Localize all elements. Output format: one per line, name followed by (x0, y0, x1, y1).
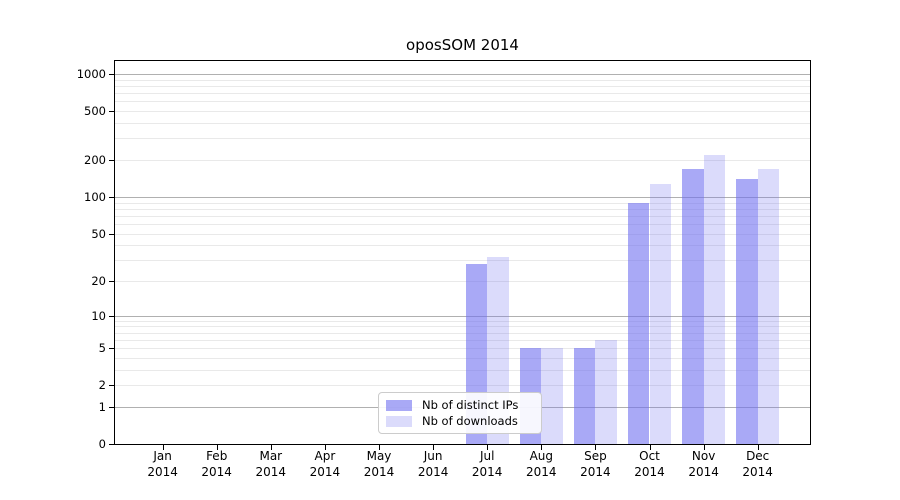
gridline-minor-4 (115, 357, 810, 359)
gridline-minor-70 (115, 215, 810, 217)
gridline-minor-200 (115, 160, 810, 161)
legend-label-downloads: Nb of downloads (422, 414, 518, 428)
bar-downloads-aug (541, 348, 563, 444)
x-tick-label-feb: Feb 2014 (201, 449, 232, 479)
x-tick-oct (649, 445, 651, 450)
x-tick-mar (270, 445, 272, 450)
x-tick-jan (162, 445, 164, 450)
gridline-minor-50 (115, 233, 810, 235)
gridline-minor-700 (115, 93, 810, 95)
chart-title: oposSOM 2014 (406, 36, 519, 54)
x-tick-feb (216, 445, 218, 450)
bar-distinct-ips-oct (627, 202, 650, 444)
y-tick-100 (109, 196, 114, 198)
y-tick-label-1: 1 (98, 399, 106, 414)
y-tick-1000 (109, 74, 114, 75)
plot-area (114, 60, 811, 445)
gridline-minor-5 (115, 348, 810, 350)
legend-swatch-distinct-ips (386, 400, 412, 411)
y-tick-label-5: 5 (98, 341, 106, 356)
gridline-minor-600 (115, 101, 810, 103)
y-tick-20 (109, 281, 114, 282)
x-tick-sep (595, 445, 597, 450)
x-tick-label-dec: Dec 2014 (742, 449, 773, 479)
x-tick-label-nov: Nov 2014 (688, 449, 719, 479)
legend-label-distinct-ips: Nb of distinct IPs (422, 398, 519, 412)
legend-swatch-downloads (386, 416, 412, 427)
x-tick-label-sep: Sep 2014 (580, 449, 611, 479)
gridline-minor-7 (115, 332, 810, 334)
y-tick-0 (109, 444, 114, 445)
gridline-minor-90 (115, 202, 810, 204)
gridline-minor-800 (115, 86, 810, 87)
bar-distinct-ips-dec (736, 179, 758, 444)
bar-downloads-oct (649, 183, 672, 444)
gridline-minor-6 (115, 339, 810, 341)
legend-item-distinct-ips: Nb of distinct IPs (386, 399, 534, 412)
gridline-minor-60 (115, 223, 810, 225)
x-tick-nov (703, 445, 705, 450)
y-tick-label-50: 50 (91, 226, 106, 241)
x-tick-aug (541, 445, 543, 450)
x-tick-label-may: May 2014 (363, 449, 395, 479)
x-tick-jul (487, 445, 489, 450)
bar-distinct-ips-sep (573, 348, 596, 444)
x-tick-label-jun: Jun 2014 (417, 449, 449, 479)
x-tick-dec (757, 445, 759, 450)
gridline-major-10 (115, 315, 810, 317)
y-tick-5 (109, 348, 114, 350)
y-tick-label-2: 2 (98, 378, 106, 393)
gridline-minor-3 (115, 369, 810, 371)
y-tick-2 (109, 385, 114, 387)
y-tick-label-100: 100 (84, 189, 106, 204)
gridline-major-100 (115, 196, 810, 198)
gridline-minor-500 (115, 111, 810, 113)
legend-item-downloads: Nb of downloads (386, 415, 534, 428)
x-tick-label-aug: Aug 2014 (526, 449, 557, 479)
x-tick-apr (324, 445, 326, 450)
y-tick-200 (109, 160, 114, 161)
gridline-minor-300 (115, 138, 810, 140)
x-tick-may (379, 445, 380, 450)
gridline-minor-2 (115, 385, 810, 387)
y-tick-10 (109, 315, 114, 317)
y-tick-500 (109, 111, 114, 113)
x-tick-label-oct: Oct 2014 (634, 449, 665, 479)
y-tick-50 (109, 233, 114, 235)
gridline-minor-8 (115, 326, 810, 328)
x-tick-label-mar: Mar 2014 (255, 449, 287, 479)
gridline-minor-80 (115, 208, 810, 210)
y-tick-label-1000: 1000 (76, 67, 106, 81)
y-tick-label-500: 500 (84, 104, 106, 119)
y-tick-label-0: 0 (98, 437, 106, 451)
x-tick-label-jan: Jan 2014 (147, 449, 178, 479)
bar-distinct-ips-nov (682, 168, 704, 444)
y-tick-label-20: 20 (91, 274, 106, 288)
y-tick-1 (109, 406, 114, 408)
gridline-minor-900 (115, 79, 810, 81)
x-tick-label-apr: Apr 2014 (309, 449, 341, 479)
y-tick-label-200: 200 (84, 153, 106, 167)
legend: Nb of distinct IPs Nb of downloads (378, 392, 542, 434)
gridline-major-1000 (115, 74, 810, 75)
bar-downloads-dec (757, 169, 780, 444)
x-tick-label-jul: Jul 2014 (471, 449, 503, 479)
gridline-minor-20 (115, 281, 810, 282)
bar-downloads-nov (703, 154, 726, 444)
gridline-minor-9 (115, 320, 810, 322)
gridline-minor-400 (115, 123, 810, 124)
gridline-minor-30 (115, 260, 810, 262)
x-tick-jun (433, 445, 435, 450)
bar-downloads-sep (595, 339, 617, 444)
gridline-minor-40 (115, 245, 810, 247)
y-tick-label-10: 10 (91, 308, 106, 323)
